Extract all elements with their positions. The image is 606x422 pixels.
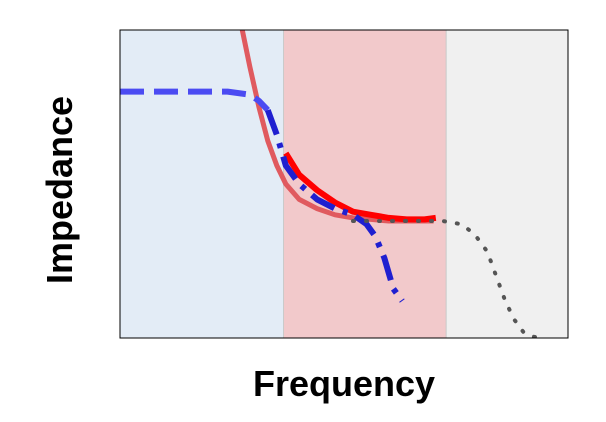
series-line-3 bbox=[120, 88, 270, 113]
x-axis-label: Frequency bbox=[253, 363, 435, 404]
series-line-5 bbox=[351, 219, 544, 338]
series-line-2 bbox=[283, 151, 437, 223]
series-line-4 bbox=[264, 109, 405, 303]
y-axis-label: Impedance bbox=[39, 96, 80, 284]
background-regions bbox=[120, 30, 568, 338]
region-band-1 bbox=[120, 30, 284, 338]
plot-frame bbox=[119, 29, 569, 339]
plot-lines bbox=[120, 30, 544, 338]
region-band-3 bbox=[446, 30, 568, 338]
